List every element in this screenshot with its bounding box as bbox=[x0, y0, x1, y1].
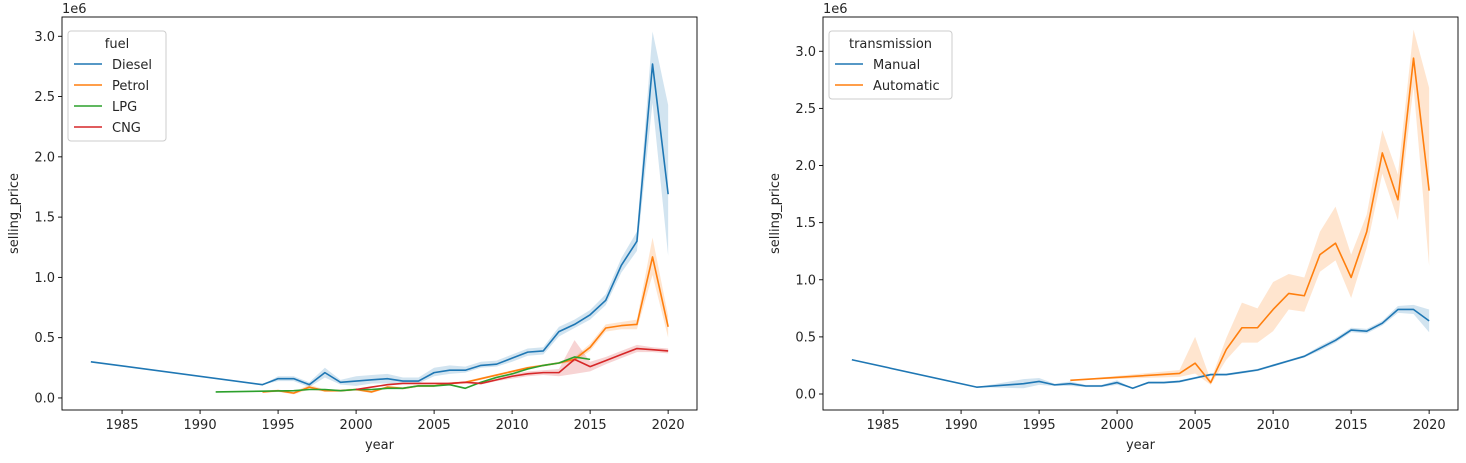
ci-bands bbox=[851, 29, 1430, 389]
legend-label-automatic: Automatic bbox=[873, 79, 940, 94]
chart-panel-2: 1985 1990 1995 2000 2005 2010 2015 2020 0.0 0.5 1.… bbox=[768, 2, 1459, 453]
x-axis-label: year bbox=[1126, 438, 1156, 453]
x-tick-label: 2005 bbox=[1179, 418, 1212, 433]
legend: fuel Diesel Petrol LPG CNG bbox=[67, 30, 167, 142]
y-axis-label: selling_price bbox=[768, 173, 783, 254]
x-tick-label: 2020 bbox=[1413, 418, 1446, 433]
legend-label-cng: CNG bbox=[112, 121, 141, 136]
x-tick-label: 1990 bbox=[184, 418, 217, 433]
x-tick-label: 1995 bbox=[262, 418, 295, 433]
series-line-cng bbox=[355, 347, 669, 391]
x-tick-label: 2005 bbox=[418, 418, 451, 433]
x-tick-label: 1990 bbox=[945, 418, 978, 433]
y-tick-label: 1.0 bbox=[34, 271, 55, 286]
y-tick-label: 2.5 bbox=[795, 102, 816, 117]
y-tick-label: 0.5 bbox=[795, 330, 816, 345]
chart-panel-1: 1985 1990 1995 2000 2005 2010 2015 2020 0.0 0.5 1.… bbox=[7, 2, 698, 453]
ci-band-cng bbox=[356, 340, 669, 390]
legend-box bbox=[67, 30, 167, 142]
x-tick-label: 2020 bbox=[652, 418, 685, 433]
series-lines bbox=[90, 63, 669, 394]
x-tick-label: 2015 bbox=[574, 418, 607, 433]
series-lines bbox=[851, 57, 1430, 390]
legend-title: fuel bbox=[105, 37, 129, 52]
y-tick-label: 0.0 bbox=[34, 391, 55, 406]
y-offset-label: 1e6 bbox=[62, 2, 87, 17]
x-tick-label: 2015 bbox=[1335, 418, 1368, 433]
x-axis-label: year bbox=[365, 438, 395, 453]
y-tick-label: 0.5 bbox=[34, 331, 55, 346]
ci-band-automatic bbox=[1070, 29, 1430, 385]
x-tick-label: 2010 bbox=[1257, 418, 1290, 433]
y-tick-label: 2.5 bbox=[34, 90, 55, 105]
x-tick-label: 2010 bbox=[496, 418, 529, 433]
x-tick-label: 2000 bbox=[340, 418, 373, 433]
series-line-diesel bbox=[90, 63, 669, 386]
y-axis-label: selling_price bbox=[7, 173, 22, 254]
legend-title: transmission bbox=[849, 37, 932, 52]
x-tick-label: 1985 bbox=[867, 418, 900, 433]
x-tick-label: 1985 bbox=[106, 418, 139, 433]
y-tick-label: 3.0 bbox=[795, 45, 816, 60]
y-tick-label: 1.5 bbox=[795, 216, 816, 231]
legend-box bbox=[828, 30, 953, 100]
legend: transmission Manual Automatic bbox=[828, 30, 953, 100]
axes-frame bbox=[822, 16, 1459, 411]
x-tick-label: 2000 bbox=[1101, 418, 1134, 433]
legend-label-manual: Manual bbox=[873, 58, 920, 73]
axes-frame bbox=[61, 16, 698, 411]
y-tick-label: 1.5 bbox=[34, 211, 55, 226]
x-tick-label: 1995 bbox=[1023, 418, 1056, 433]
y-tick-label: 1.0 bbox=[795, 273, 816, 288]
series-line-manual bbox=[851, 308, 1430, 390]
y-tick-label: 0.0 bbox=[795, 388, 816, 403]
ci-bands bbox=[90, 31, 669, 395]
legend-label-diesel: Diesel bbox=[112, 58, 152, 73]
series-line-automatic bbox=[1070, 57, 1430, 384]
y-tick-label: 2.0 bbox=[34, 150, 55, 165]
y-tick-label: 2.0 bbox=[795, 159, 816, 174]
y-tick-label: 3.0 bbox=[34, 30, 55, 45]
ci-band-diesel bbox=[90, 31, 669, 388]
legend-label-lpg: LPG bbox=[112, 100, 137, 115]
y-offset-label: 1e6 bbox=[823, 2, 848, 17]
series-line-lpg bbox=[215, 356, 591, 393]
legend-label-petrol: Petrol bbox=[112, 79, 149, 94]
